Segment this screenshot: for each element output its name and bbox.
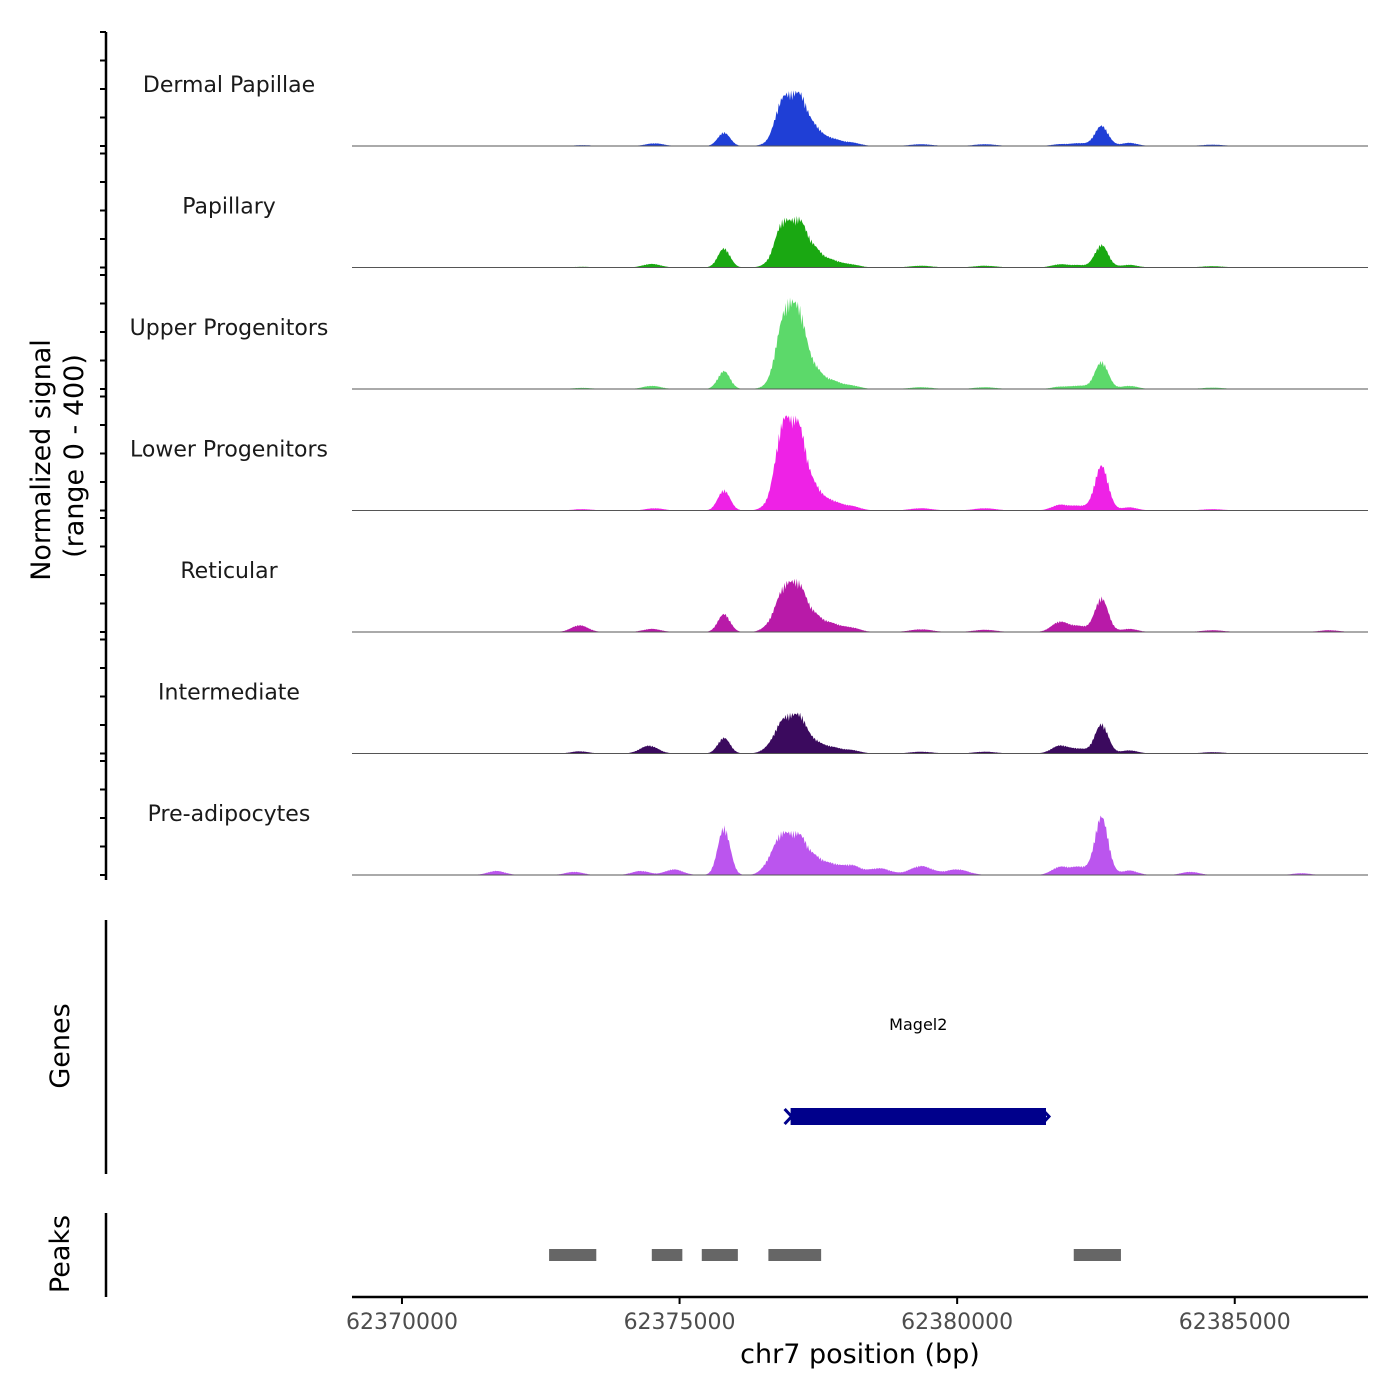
peaks-panel xyxy=(549,1249,1121,1261)
signal-area xyxy=(352,90,1368,146)
track-label: Papillary xyxy=(182,195,276,220)
peak-region xyxy=(768,1249,822,1261)
track: Upper Progenitors xyxy=(130,297,1368,390)
x-tick-label: 62370000 xyxy=(346,1310,458,1335)
genes-panel-title: Genes xyxy=(45,1003,76,1088)
track: Lower Progenitors xyxy=(130,415,1368,511)
signal-area xyxy=(352,415,1368,511)
x-axis-title: chr7 position (bp) xyxy=(740,1339,980,1370)
x-tick-label: 62380000 xyxy=(901,1310,1013,1335)
x-tick-label: 62375000 xyxy=(624,1310,736,1335)
genes-panel: Magel2 xyxy=(783,1015,1052,1126)
track-label: Reticular xyxy=(180,559,278,584)
peak-region xyxy=(1073,1249,1121,1261)
strand-arrow xyxy=(1040,1107,1052,1126)
peak-region xyxy=(701,1249,738,1261)
signal-y-axis-ticks xyxy=(100,31,106,876)
track-label: Dermal Papillae xyxy=(143,73,315,98)
gene-label: Magel2 xyxy=(889,1015,947,1034)
x-axis-ticks: 62370000 62375000 62380000 62385000 xyxy=(346,1297,1291,1335)
peaks-panel-title: Peaks xyxy=(45,1215,76,1293)
gene-body xyxy=(790,1108,1046,1125)
strand-arrow xyxy=(783,1107,794,1126)
track: Dermal Papillae xyxy=(143,73,1368,147)
signal-area xyxy=(352,297,1368,389)
track-label: Upper Progenitors xyxy=(130,316,329,341)
track-label: Intermediate xyxy=(158,681,300,706)
signal-tracks: Dermal Papillae Papillary Upper Progenitor… xyxy=(130,73,1368,876)
track: Reticular xyxy=(180,559,1368,633)
track-label: Pre-adipocytes xyxy=(148,802,311,827)
track: Intermediate xyxy=(158,681,1368,754)
track: Papillary xyxy=(182,195,1368,268)
x-tick-label: 62385000 xyxy=(1179,1310,1291,1335)
signal-area xyxy=(352,712,1368,754)
track-label: Lower Progenitors xyxy=(130,438,328,463)
peak-region xyxy=(651,1249,683,1261)
peak-region xyxy=(549,1249,597,1261)
y-axis-subtitle: (range 0 - 400) xyxy=(59,354,90,558)
y-axis-title: Normalized signal xyxy=(26,339,57,581)
signal-area xyxy=(352,578,1368,632)
signal-area xyxy=(352,815,1368,875)
signal-area xyxy=(352,215,1368,268)
track: Pre-adipocytes xyxy=(148,802,1368,876)
